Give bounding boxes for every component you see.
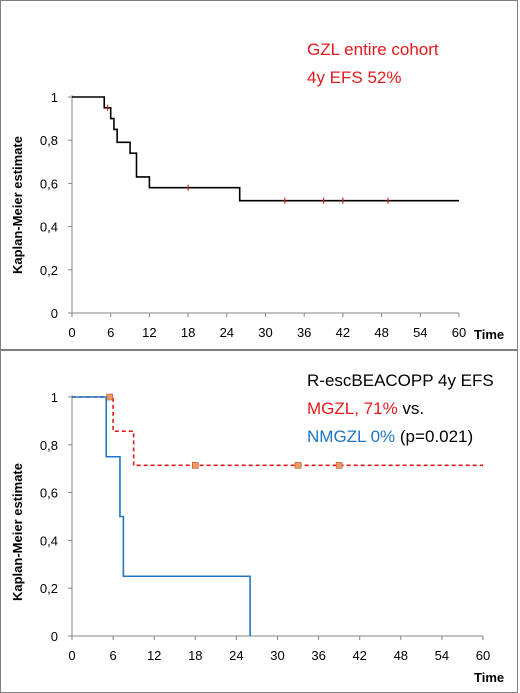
top-x-tick-label: 54 bbox=[413, 325, 427, 340]
top-series bbox=[72, 96, 459, 204]
top-axes: 0 6 12 18 24 30 36 42 48 54 60 0 0,2 0,4 0,6 0,8 1 bbox=[40, 90, 466, 340]
bottom-annotation-line-2: MGZL, 71% vs. bbox=[307, 399, 424, 418]
bottom-annotation-line-3: NMGZL 0% (p=0.021) bbox=[307, 427, 473, 446]
bottom-x-tick-label: 60 bbox=[476, 648, 490, 663]
bottom-y-tick-label: 0,4 bbox=[40, 533, 58, 548]
bottom-x-tick-label: 42 bbox=[352, 648, 366, 663]
top-y-tick-label: 1 bbox=[51, 90, 58, 105]
top-x-tick-label: 24 bbox=[220, 325, 234, 340]
top-x-tick-label: 6 bbox=[107, 325, 114, 340]
bottom-y-tick-label: 0,6 bbox=[40, 486, 58, 501]
top-annotation-line-1: GZL entire cohort bbox=[307, 40, 439, 59]
bottom-censor-mark bbox=[294, 462, 302, 469]
top-y-tick-label: 0,2 bbox=[40, 263, 58, 278]
bottom-annotation-3-part-1: NMGZL 0% bbox=[307, 427, 395, 446]
bottom-annotation-3-part-2: (p=0.021) bbox=[395, 427, 473, 446]
bottom-series-mgzl-line bbox=[72, 396, 483, 467]
top-x-tick-label: 48 bbox=[374, 325, 388, 340]
bottom-x-tick-label: 6 bbox=[109, 648, 116, 663]
top-chart: Kaplan-Meier estimate 0 6 12 18 24 30 36 42 48 54… bbox=[10, 40, 504, 342]
top-panel-frame bbox=[0, 0, 518, 350]
bottom-y-tick-label: 0 bbox=[51, 629, 58, 644]
top-x-tick-label: 42 bbox=[336, 325, 350, 340]
top-y-tick-label: 0 bbox=[51, 306, 58, 321]
top-y-tick-label: 0,6 bbox=[40, 176, 58, 191]
bottom-annotation-2-part-1: MGZL, 71% bbox=[307, 399, 398, 418]
top-x-tick-label: 30 bbox=[258, 325, 272, 340]
bottom-chart: Kaplan-Meier estimate 0 6 12 18 24 30 36 42 48 54… bbox=[10, 371, 504, 685]
bottom-series bbox=[72, 393, 483, 636]
bottom-x-tick-label: 12 bbox=[147, 648, 161, 663]
bottom-censor-mark bbox=[335, 462, 343, 469]
bottom-series-nmgzl-line bbox=[72, 396, 251, 636]
bottom-y-tick-label: 1 bbox=[51, 390, 58, 405]
bottom-x-tick-label: 0 bbox=[68, 648, 75, 663]
bottom-annotation-1-part-1: R-escBEACOPP 4y EFS bbox=[307, 371, 494, 390]
bottom-x-tick-label: 36 bbox=[311, 648, 325, 663]
bottom-annotation-2-part-2: vs. bbox=[398, 399, 424, 418]
bottom-x-tick-label: 24 bbox=[229, 648, 243, 663]
bottom-x-tick-label: 30 bbox=[270, 648, 284, 663]
bottom-x-tick-label: 54 bbox=[435, 648, 449, 663]
top-y-tick-label: 0,8 bbox=[40, 133, 58, 148]
bottom-axes: 0 6 12 18 24 30 36 42 48 54 60 0 0,2 0,4 0,6 0,8 1 bbox=[40, 390, 490, 663]
top-x-tick-label: 60 bbox=[452, 325, 466, 340]
top-x-axis-label: Time bbox=[474, 327, 504, 342]
bottom-x-tick-label: 48 bbox=[394, 648, 408, 663]
top-x-tick-label: 18 bbox=[181, 325, 195, 340]
bottom-censor-mark bbox=[192, 462, 199, 469]
top-series-0-line bbox=[72, 96, 459, 202]
bottom-x-tick-label: 18 bbox=[188, 648, 202, 663]
top-x-tick-label: 36 bbox=[297, 325, 311, 340]
bottom-x-axis-label: Time bbox=[474, 670, 504, 685]
top-x-tick-label: 0 bbox=[68, 325, 75, 340]
bottom-annotation-line-1: R-escBEACOPP 4y EFS bbox=[307, 371, 494, 390]
top-x-tick-label: 12 bbox=[142, 325, 156, 340]
top-annotation-line-2: 4y EFS 52% bbox=[307, 68, 402, 87]
bottom-y-axis-label: Kaplan-Meier estimate bbox=[10, 463, 25, 601]
top-y-tick-label: 0,4 bbox=[40, 220, 58, 235]
bottom-y-tick-label: 0,2 bbox=[40, 581, 58, 596]
bottom-censor-mark bbox=[106, 393, 113, 401]
bottom-y-tick-label: 0,8 bbox=[40, 438, 58, 453]
top-y-axis-label: Kaplan-Meier estimate bbox=[10, 136, 25, 274]
